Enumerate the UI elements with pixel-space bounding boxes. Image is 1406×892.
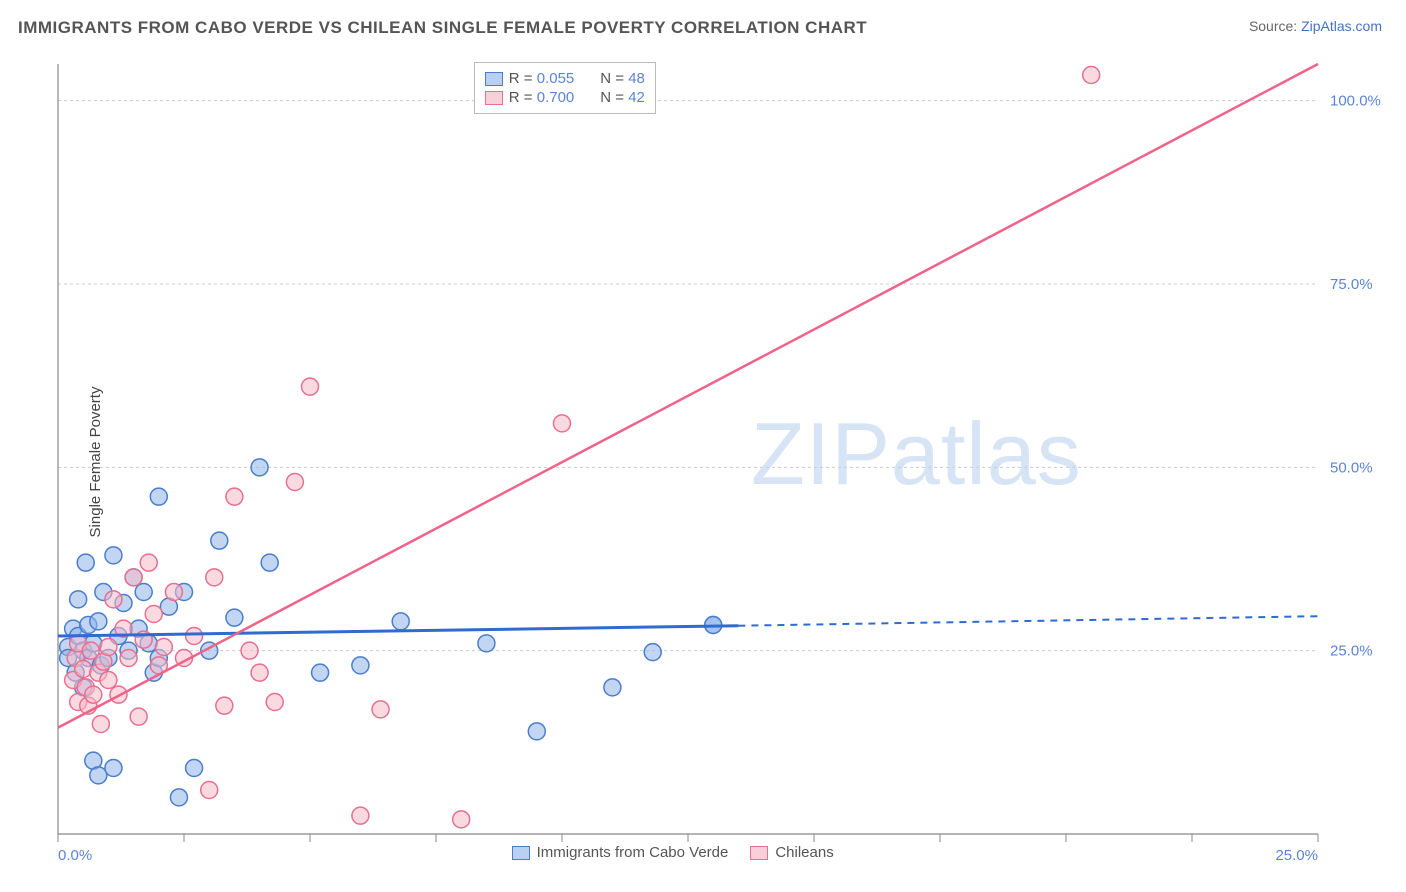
svg-text:0.0%: 0.0% bbox=[58, 847, 92, 864]
legend-row: R = 0.700N = 42 bbox=[485, 89, 645, 106]
correlation-legend: R = 0.055N = 48 R = 0.700N = 42 bbox=[474, 62, 656, 114]
swatch-blue bbox=[485, 72, 503, 86]
chart-title: IMMIGRANTS FROM CABO VERDE VS CHILEAN SI… bbox=[18, 18, 867, 38]
svg-text:25.0%: 25.0% bbox=[1275, 847, 1318, 864]
svg-text:25.0%: 25.0% bbox=[1330, 643, 1373, 660]
chart-area: Single Female Poverty 25.0% 50.0% 75.0% 100… bbox=[28, 52, 1386, 872]
svg-text:50.0%: 50.0% bbox=[1330, 459, 1373, 476]
legend-item: Chileans bbox=[750, 844, 833, 861]
legend-row: R = 0.055N = 48 bbox=[485, 70, 645, 87]
series-legend: Immigrants from Cabo Verde Chileans bbox=[512, 844, 834, 861]
source-label: Source: ZipAtlas.com bbox=[1249, 18, 1382, 34]
header: IMMIGRANTS FROM CABO VERDE VS CHILEAN SI… bbox=[0, 0, 1406, 46]
legend-item: Immigrants from Cabo Verde bbox=[512, 844, 729, 861]
swatch-pink bbox=[750, 846, 768, 860]
source-link[interactable]: ZipAtlas.com bbox=[1301, 18, 1382, 34]
scatter-chart: 25.0% 50.0% 75.0% 100.0% 0.0% 25.0% bbox=[28, 52, 1386, 872]
svg-text:75.0%: 75.0% bbox=[1330, 276, 1373, 293]
y-axis-label: Single Female Poverty bbox=[87, 387, 104, 538]
svg-text:100.0%: 100.0% bbox=[1330, 93, 1381, 110]
swatch-pink bbox=[485, 91, 503, 105]
swatch-blue bbox=[512, 846, 530, 860]
